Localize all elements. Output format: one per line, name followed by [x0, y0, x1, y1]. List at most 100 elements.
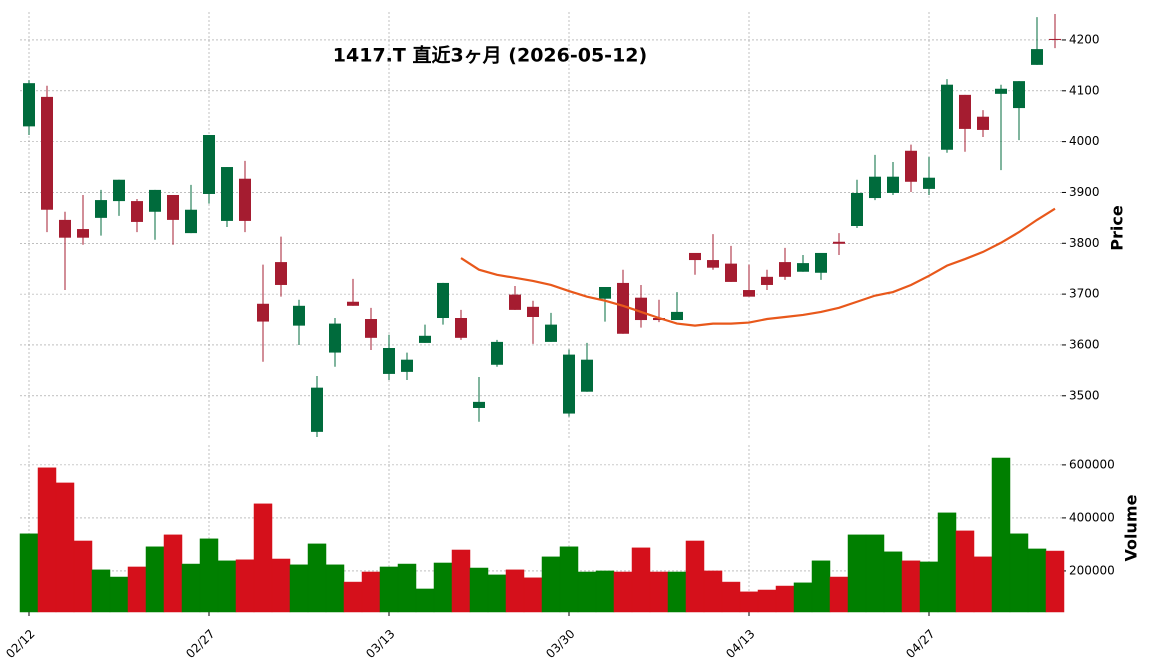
volume-bar	[937, 512, 957, 613]
candle-body	[203, 135, 215, 194]
volume-bar	[541, 556, 561, 613]
volume-bar	[145, 546, 165, 613]
candle-body	[545, 324, 557, 342]
volume-bar	[1045, 550, 1065, 613]
volume-bar	[901, 560, 921, 613]
volume-bar	[523, 577, 543, 613]
x-tick-label: 02/27	[183, 627, 217, 661]
volume-bar	[415, 588, 435, 613]
volume-bar	[973, 556, 993, 613]
candle-body	[41, 96, 53, 210]
candle-body	[437, 282, 449, 319]
volume-bar	[631, 547, 651, 613]
candle-body	[725, 263, 737, 282]
volume-bar	[1027, 548, 1047, 613]
candle-body	[527, 306, 539, 317]
y-axis-title: Price	[1108, 205, 1127, 251]
volume-bar	[217, 560, 237, 613]
volume-bar	[595, 570, 615, 613]
volume-bar	[109, 576, 129, 613]
y2-tick-label: 200000	[1069, 563, 1115, 577]
candle-body	[347, 301, 359, 306]
candle-body	[275, 262, 287, 285]
y2-axis-title: Volume	[1122, 494, 1141, 561]
volume-bar	[721, 581, 741, 613]
x-tick-label: 03/30	[543, 627, 577, 661]
volume-bar	[289, 564, 309, 613]
y2-tick-label: 600000	[1069, 457, 1115, 471]
volume-bar	[397, 563, 417, 613]
volume-bar	[847, 534, 867, 613]
candle-body	[185, 209, 197, 234]
x-tick-label: 04/27	[903, 627, 937, 661]
candle-body	[149, 189, 161, 212]
volume-bar	[343, 581, 363, 613]
volume-bar	[91, 569, 111, 613]
x-tick-label: 02/12	[3, 627, 37, 661]
candle-body	[167, 194, 179, 220]
candle-body	[797, 263, 809, 272]
candle-body	[365, 319, 377, 338]
y-tick-label: 3800	[1069, 236, 1100, 250]
candle-body	[419, 335, 431, 343]
candle-body	[905, 150, 917, 182]
volume-bar	[325, 564, 345, 613]
volume-bar	[793, 582, 813, 613]
volume-bar	[253, 503, 273, 613]
volume-bar	[775, 585, 795, 613]
volume-bar	[235, 559, 255, 613]
candle-body	[113, 179, 125, 202]
x-tick-label: 04/13	[723, 627, 757, 661]
candle-body	[707, 260, 719, 268]
candle-body	[977, 116, 989, 130]
candle-body	[887, 176, 899, 193]
volume-bar	[127, 566, 147, 613]
volume-bar	[469, 567, 489, 613]
volume-bar	[55, 482, 75, 613]
volume-bar	[739, 591, 759, 613]
volume-bar	[271, 558, 291, 613]
volume-bar	[73, 540, 93, 613]
candle-body	[851, 192, 863, 226]
volume-bar	[685, 540, 705, 613]
volume-bar	[559, 546, 579, 613]
chart-title: 1417.T 直近3ヶ月 (2026-05-12)	[333, 44, 647, 67]
volume-bar	[37, 467, 57, 613]
volume-bar	[181, 563, 201, 613]
y-tick-label: 4100	[1069, 83, 1100, 97]
candle-body	[581, 359, 593, 392]
candle-body	[563, 354, 575, 414]
y2-tick-label: 400000	[1069, 510, 1115, 524]
volume-bar	[829, 576, 849, 613]
volume-bar	[667, 571, 687, 613]
candle-body	[491, 341, 503, 365]
candle-body	[959, 94, 971, 129]
volume-bar	[919, 561, 939, 613]
volume-bar	[307, 543, 327, 613]
candle-body	[779, 262, 791, 277]
y-tick-label: 3600	[1069, 337, 1100, 351]
volume-bar	[757, 589, 777, 613]
moving-average-line	[460, 207, 1056, 327]
candle-body	[617, 282, 629, 334]
volume-bar	[163, 534, 183, 613]
y-tick-label: 4200	[1069, 32, 1100, 46]
candle-body	[995, 88, 1007, 94]
volume-bar	[199, 538, 219, 613]
candle-body	[329, 323, 341, 353]
volume-bar	[379, 566, 399, 613]
candle-body	[257, 303, 269, 322]
candle-body	[689, 252, 701, 261]
candle-body	[815, 252, 827, 273]
candle-body	[743, 290, 755, 297]
candle-body	[1013, 81, 1025, 109]
volume-bar	[991, 457, 1011, 613]
candle-body	[671, 311, 683, 321]
candle-body	[383, 347, 395, 374]
candle-body	[59, 219, 71, 238]
candle-body	[1049, 38, 1061, 40]
candle-body	[221, 167, 233, 221]
candle-body	[761, 276, 773, 285]
candle-body	[833, 241, 845, 244]
